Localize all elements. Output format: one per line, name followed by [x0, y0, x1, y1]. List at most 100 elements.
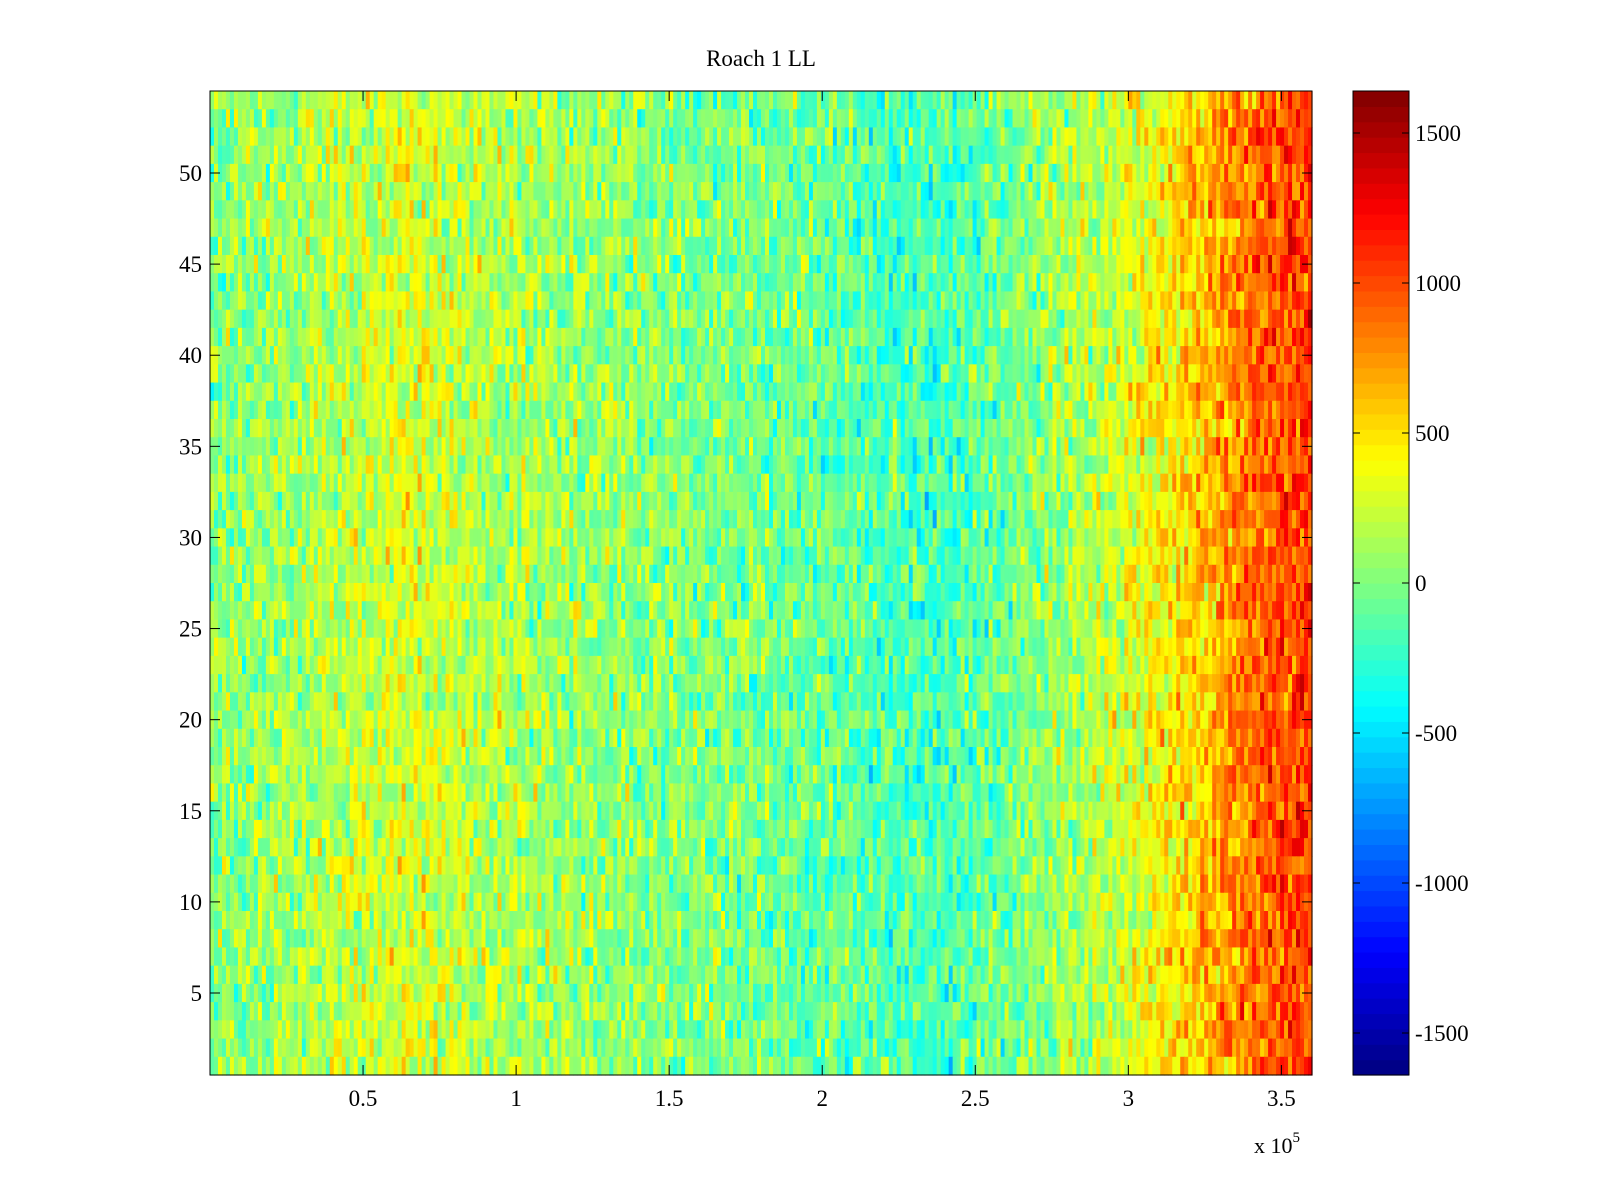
heatmap-cell [605, 346, 610, 365]
heatmap-cell [988, 127, 994, 147]
heatmap-cell [365, 163, 371, 183]
heatmap-cell [1180, 127, 1185, 147]
heatmap-cell [1032, 400, 1038, 420]
heatmap-cell [1004, 109, 1010, 129]
heatmap-cell [1296, 200, 1301, 220]
heatmap-cell [944, 182, 950, 201]
heatmap-cell [637, 236, 642, 256]
heatmap-cell [956, 273, 962, 293]
heatmap-cell [589, 364, 594, 384]
heatmap-cell [1240, 163, 1245, 183]
heatmap-cell [956, 182, 962, 201]
heatmap-cell [621, 218, 626, 238]
heatmap-cell [665, 382, 670, 402]
heatmap-cell [673, 145, 678, 165]
heatmap-cell [1008, 109, 1014, 129]
heatmap-cell [585, 218, 590, 238]
heatmap-cell [561, 109, 566, 129]
heatmap-cell [657, 163, 662, 183]
heatmap-cell [1264, 346, 1269, 365]
heatmap-cell [916, 91, 922, 110]
heatmap-cell [433, 273, 439, 293]
heatmap-cell [369, 309, 375, 329]
heatmap-cell [593, 273, 598, 293]
heatmap-cell [705, 182, 710, 201]
heatmap-cell [265, 327, 271, 347]
heatmap-cell [920, 273, 926, 293]
heatmap-cell [509, 291, 515, 311]
heatmap-cell [449, 236, 455, 256]
heatmap-cell [1220, 236, 1225, 256]
heatmap-cell [353, 127, 359, 147]
heatmap-cell [812, 163, 818, 183]
heatmap-cell [429, 346, 435, 365]
heatmap-cell [537, 291, 542, 311]
heatmap-cell [253, 327, 259, 347]
heatmap-cell [1040, 163, 1046, 183]
heatmap-cell [1024, 291, 1030, 311]
heatmap-cell [848, 400, 854, 420]
heatmap-cell [772, 218, 778, 238]
heatmap-cell [749, 346, 754, 365]
heatmap-cell [577, 127, 582, 147]
heatmap-cell [1236, 364, 1241, 384]
heatmap-cell [413, 109, 419, 129]
heatmap-cell [1300, 327, 1305, 347]
heatmap-cell [745, 400, 750, 420]
heatmap-cell [1236, 309, 1241, 329]
heatmap-cell [1240, 400, 1245, 420]
heatmap-cell [1216, 273, 1221, 293]
heatmap-cell [249, 163, 255, 183]
heatmap-cell [505, 309, 511, 329]
heatmap-cell [413, 127, 419, 147]
heatmap-cell [533, 163, 538, 183]
heatmap-cell [433, 218, 439, 238]
heatmap-cell [904, 346, 910, 365]
heatmap-cell [1276, 218, 1281, 238]
heatmap-cell [709, 364, 714, 384]
heatmap-cell [1020, 273, 1026, 293]
heatmap-cell [761, 182, 766, 201]
heatmap-cell [904, 109, 910, 129]
heatmap-cell [1044, 182, 1050, 201]
heatmap-cell [505, 145, 511, 165]
heatmap-cell [1196, 109, 1201, 129]
heatmap-cell [697, 309, 702, 329]
heatmap-cell [357, 127, 363, 147]
heatmap-cell [1204, 218, 1209, 238]
heatmap-cell [697, 145, 702, 165]
heatmap-cell [349, 382, 355, 402]
heatmap-cell [1104, 255, 1109, 274]
heatmap-cell [673, 309, 678, 329]
heatmap-cell [465, 109, 471, 129]
heatmap-cell [357, 218, 363, 238]
heatmap-cell [481, 163, 487, 183]
heatmap-cell [820, 182, 826, 201]
heatmap-cell [1092, 163, 1097, 183]
heatmap-cell [784, 255, 790, 274]
heatmap-cell [681, 327, 686, 347]
heatmap-cell [1112, 200, 1117, 220]
heatmap-cell [477, 236, 483, 256]
heatmap-cell [645, 382, 650, 402]
heatmap-cell [988, 182, 994, 201]
heatmap-cell [381, 127, 387, 147]
heatmap-cell [936, 127, 942, 147]
heatmap-cell [665, 145, 670, 165]
heatmap-cell [1148, 364, 1153, 384]
heatmap-cell [373, 236, 379, 256]
heatmap-cell [1084, 255, 1089, 274]
heatmap-cell [816, 109, 822, 129]
heatmap-cell [804, 273, 810, 293]
heatmap-cell [812, 236, 818, 256]
heatmap-cell [517, 327, 523, 347]
heatmap-cell [1224, 364, 1229, 384]
heatmap-cell [549, 218, 554, 238]
heatmap-cell [1288, 309, 1293, 329]
heatmap-cell [884, 236, 890, 256]
heatmap-cell [681, 309, 686, 329]
heatmap-cell [1076, 182, 1082, 201]
heatmap-cell [557, 346, 562, 365]
heatmap-cell [916, 236, 922, 256]
heatmap-cell [305, 127, 311, 147]
